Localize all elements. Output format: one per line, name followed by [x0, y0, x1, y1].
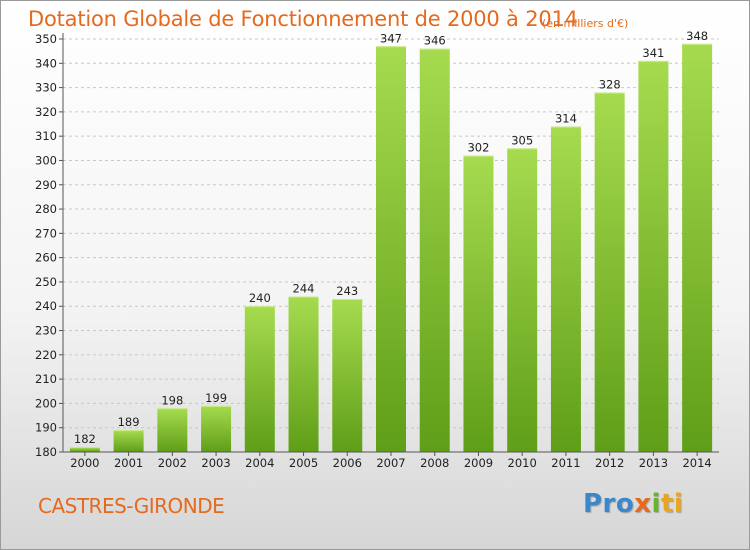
- value-label: 240: [249, 291, 271, 305]
- x-tick-label: 2013: [639, 456, 668, 470]
- y-tick-label: 280: [35, 202, 57, 216]
- bar-2004: [244, 306, 275, 452]
- x-tick-label: 2014: [682, 456, 711, 470]
- y-tick-label: 310: [35, 129, 57, 143]
- y-tick-label: 290: [35, 178, 57, 192]
- y-tick-label: 330: [35, 81, 57, 95]
- x-tick-label: 2007: [376, 456, 405, 470]
- bar-2007: [376, 46, 406, 452]
- bar-2006: [332, 298, 363, 452]
- y-tick-label: 300: [35, 153, 57, 167]
- y-tick-label: 350: [35, 32, 57, 46]
- x-tick-label: 2010: [508, 456, 537, 470]
- bars: [69, 43, 713, 453]
- value-label: 243: [336, 284, 358, 298]
- y-axis: 180 190 200 210 220 230 240 250 260 270 280 290 300 3…: [35, 32, 64, 459]
- y-tick-label: 250: [35, 275, 57, 289]
- value-label: 244: [293, 282, 315, 296]
- bar-2002: [157, 408, 188, 452]
- value-labels: 182 189 198 199 240 244 243 347 346 302 305 314 328 3…: [74, 29, 708, 446]
- logo-part: i: [651, 489, 661, 519]
- x-tick-label: 2008: [420, 456, 449, 470]
- bar-2008: [419, 48, 450, 452]
- bar-2005: [288, 296, 319, 452]
- chart-title: Dotation Globale de Fonctionnement de 20…: [28, 7, 578, 31]
- bar-2012: [594, 92, 625, 453]
- value-label: 348: [686, 29, 708, 43]
- value-label: 199: [205, 391, 227, 405]
- x-tick-label: 2002: [158, 456, 187, 470]
- y-tick-label: 200: [35, 396, 57, 410]
- y-tick-label: 320: [35, 105, 57, 119]
- bar-2000: [69, 447, 100, 452]
- x-tick-label: 2003: [201, 456, 230, 470]
- y-tick-label: 220: [35, 348, 57, 362]
- commune-name: CASTRES-GIRONDE: [38, 494, 225, 518]
- logo-part: ti: [660, 489, 684, 519]
- x-tick-label: 2000: [70, 456, 99, 470]
- y-tick-label: 270: [35, 226, 57, 240]
- x-tick-label: 2005: [289, 456, 318, 470]
- value-label: 347: [380, 31, 402, 45]
- bar-2014: [682, 43, 713, 452]
- x-tick-label: 2006: [333, 456, 362, 470]
- value-label: 189: [118, 415, 140, 429]
- x-tick-label: 2012: [595, 456, 624, 470]
- value-label: 346: [424, 34, 446, 48]
- x-tick-label: 2001: [114, 456, 143, 470]
- x-tick-label: 2004: [245, 456, 274, 470]
- y-tick-label: 340: [35, 56, 57, 70]
- value-label: 305: [511, 133, 533, 147]
- proxiti-logo: Proxiti: [583, 489, 683, 519]
- value-label: 314: [555, 111, 577, 125]
- value-label: 328: [599, 77, 621, 91]
- x-axis: 2000 2001 2002 2003 2004 2005 2006 2007 2008 2009…: [63, 451, 719, 470]
- logo-part: x: [634, 489, 652, 519]
- bar-2009: [463, 155, 494, 453]
- bar-2001: [113, 430, 144, 452]
- value-label: 341: [642, 46, 664, 60]
- bar-2013: [638, 60, 669, 452]
- value-label: 302: [467, 141, 489, 155]
- y-tick-label: 190: [35, 421, 57, 435]
- value-label: 198: [161, 393, 183, 407]
- bar-2011: [550, 126, 581, 452]
- x-tick-label: 2011: [551, 456, 580, 470]
- logo-part: Pro: [583, 489, 635, 519]
- bar-2010: [507, 148, 538, 452]
- y-tick-label: 210: [35, 372, 57, 386]
- y-tick-label: 180: [35, 445, 57, 459]
- y-tick-label: 260: [35, 251, 57, 265]
- chart-subtitle: (en milliers d'€): [542, 17, 629, 30]
- y-tick-label: 240: [35, 299, 57, 313]
- y-tick-label: 230: [35, 324, 57, 338]
- value-label: 182: [74, 432, 96, 446]
- x-tick-label: 2009: [464, 456, 493, 470]
- bar-2003: [201, 405, 232, 452]
